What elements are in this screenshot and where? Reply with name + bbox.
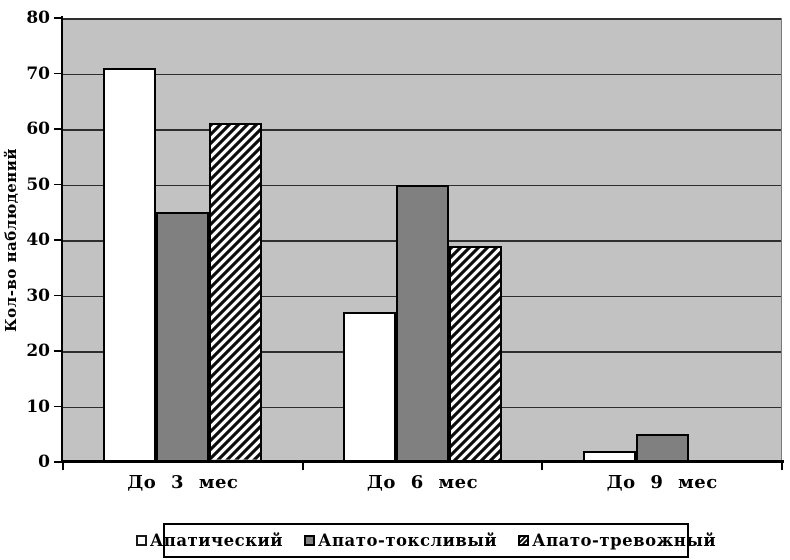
legend-item: Апато-токсливый bbox=[304, 531, 497, 550]
gridline bbox=[63, 73, 781, 75]
bar-white-3 bbox=[582, 450, 636, 462]
legend-marker-hatch-icon bbox=[518, 535, 530, 546]
y-tick-label: 80 bbox=[26, 8, 50, 28]
legend: Апатический Апато-токсливый Апато-тревожны… bbox=[135, 523, 716, 558]
y-axis-tick bbox=[54, 461, 61, 463]
y-axis-tick bbox=[54, 350, 61, 352]
y-axis-tick bbox=[54, 17, 61, 19]
legend-label: Апатический bbox=[149, 531, 284, 550]
bar-white-1 bbox=[103, 67, 157, 462]
y-axis-tick bbox=[54, 128, 61, 130]
y-axis-tick bbox=[54, 239, 61, 241]
y-axis-tick bbox=[54, 405, 61, 408]
y-axis-tick bbox=[54, 183, 61, 186]
legend-item: Апато-тревожный bbox=[518, 531, 716, 550]
x-axis-tick bbox=[781, 463, 783, 470]
y-tick-label: 40 bbox=[26, 230, 50, 250]
y-tick-label: 10 bbox=[26, 396, 50, 417]
bar-gray-3 bbox=[635, 434, 689, 462]
y-tick-label: 30 bbox=[26, 285, 50, 306]
y-tick-label: 70 bbox=[26, 63, 50, 84]
bar-hatch-1 bbox=[209, 123, 263, 462]
x-category-label: До 9 мес bbox=[606, 472, 718, 493]
bar-hatch-2 bbox=[449, 245, 502, 462]
x-category-label: До 3 мес bbox=[127, 472, 239, 493]
gridline bbox=[63, 18, 781, 20]
y-axis-tick bbox=[54, 294, 61, 297]
y-axis-tick bbox=[54, 72, 61, 75]
y-tick-label: 60 bbox=[26, 119, 50, 139]
bar-white-2 bbox=[343, 312, 396, 462]
bar-gray-2 bbox=[396, 184, 449, 462]
legend-marker-white-icon bbox=[135, 535, 147, 546]
y-tick-label: 50 bbox=[26, 174, 50, 195]
legend-marker-gray-icon bbox=[304, 535, 316, 546]
x-category-label: До 6 мес bbox=[366, 472, 479, 493]
x-axis-tick bbox=[301, 463, 304, 470]
legend-label: Апато-токсливый bbox=[318, 531, 498, 550]
legend-item: Апатический bbox=[135, 531, 284, 550]
x-axis-tick bbox=[541, 463, 544, 470]
y-tick-label: 20 bbox=[26, 341, 50, 361]
gridline bbox=[63, 129, 781, 131]
y-axis-line bbox=[61, 16, 63, 463]
legend-label: Апато-тревожный bbox=[532, 531, 717, 550]
y-tick-label: 0 bbox=[38, 452, 50, 472]
bar-gray-1 bbox=[156, 212, 210, 462]
x-axis-tick bbox=[62, 463, 64, 470]
